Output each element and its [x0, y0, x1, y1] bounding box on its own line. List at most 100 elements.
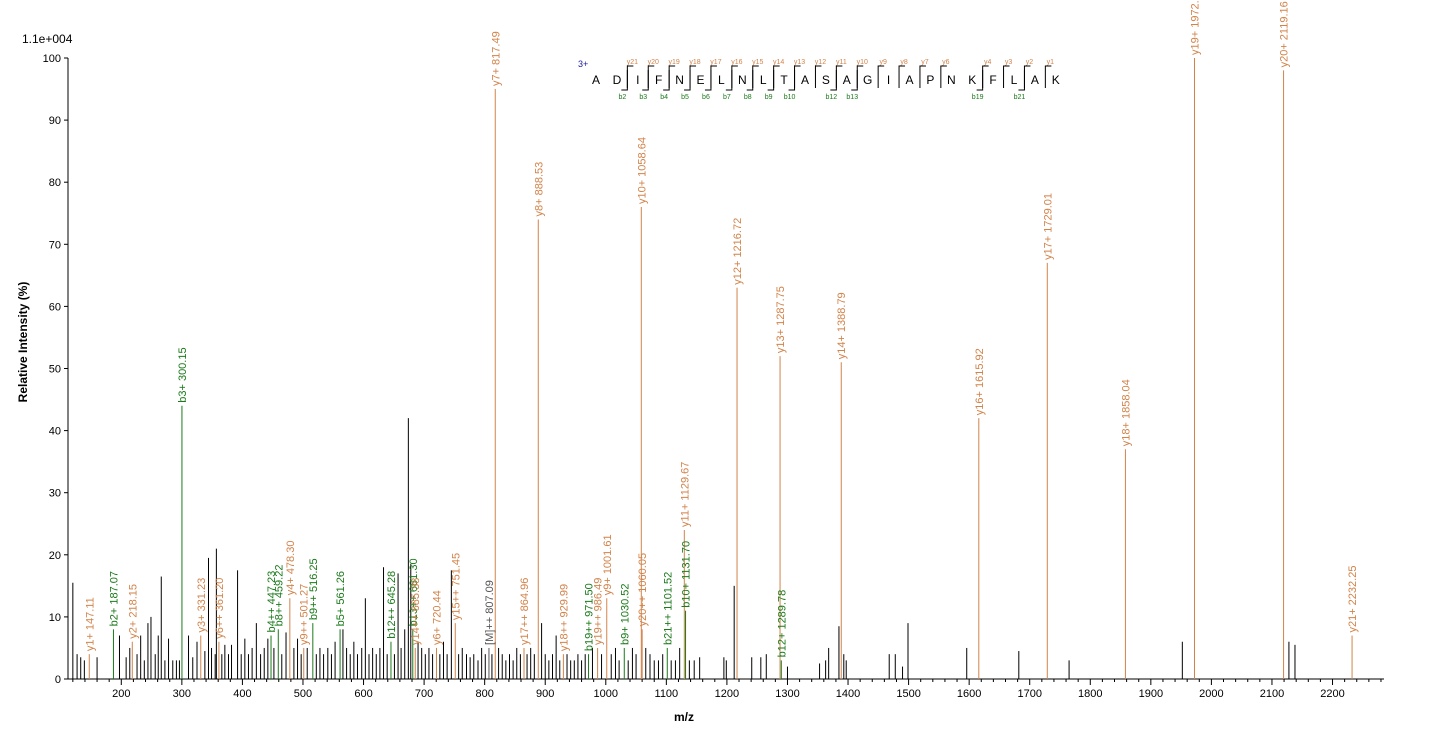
x-tick-label: 2200	[1320, 688, 1344, 700]
peak-label: y1+ 147.11	[84, 597, 96, 651]
residue: K	[968, 73, 976, 87]
y-axis-label: Relative Intensity (%)	[16, 282, 30, 403]
residue: A	[905, 73, 913, 87]
x-axis-label: m/z	[674, 710, 694, 724]
b-ion-label: b12	[826, 94, 838, 101]
b-ion-label: b13	[846, 94, 858, 101]
peak-label: y18++ 929.99	[558, 584, 570, 651]
residue: F	[989, 73, 996, 87]
x-tick-label: 1400	[836, 688, 860, 700]
residue: N	[675, 73, 684, 87]
y-ion-label: y18	[689, 59, 700, 66]
residue: L	[760, 73, 767, 87]
y-tick-label: 40	[49, 426, 61, 438]
y-ion-label: y20	[648, 59, 659, 66]
y-tick-label: 60	[49, 301, 61, 313]
y-ion-label: y16	[731, 59, 742, 66]
residue: A	[843, 73, 851, 87]
residue: L	[1011, 73, 1018, 87]
y-ion-label: y10	[857, 59, 868, 66]
x-tick-label: 1500	[896, 688, 920, 700]
x-tick-label: 1800	[1078, 688, 1102, 700]
peak-label: b2+ 187.07	[108, 571, 120, 626]
x-tick-label: 600	[354, 688, 372, 700]
scale-label: 1.1e+004	[22, 32, 73, 46]
peak-label: y6++ 361.20	[214, 578, 226, 639]
residue: G	[863, 73, 872, 87]
peak-label: y12+ 1216.72	[732, 218, 744, 285]
x-tick-label: 900	[536, 688, 554, 700]
y-ion-bracket	[752, 65, 759, 88]
b-ion-bracket	[663, 70, 670, 91]
y-ion-bracket	[647, 65, 655, 88]
x-tick-label: 200	[112, 688, 130, 700]
b-ion-label: b19	[972, 94, 984, 101]
x-tick-label: 300	[173, 688, 191, 700]
x-tick-label: 1100	[655, 688, 679, 700]
b-ion-bracket	[621, 70, 628, 91]
residue: N	[947, 73, 956, 87]
peak-label: b4++ 447.23	[266, 571, 278, 633]
b-ion-bracket	[642, 70, 649, 91]
peak-label: y2+ 218.15	[127, 584, 139, 639]
y-ion-label: y11	[836, 59, 847, 66]
peak-label: b12+ 1289.78	[776, 590, 788, 658]
y-ion-bracket	[1023, 65, 1031, 88]
peak-label: [M]++ 807.09	[484, 580, 496, 645]
b-ion-bracket	[851, 70, 858, 91]
peak-label: y17++ 864.96	[519, 578, 531, 645]
y-ion-bracket	[1003, 65, 1010, 88]
x-tick-label: 1900	[1139, 688, 1163, 700]
y-ion-bracket	[835, 65, 843, 88]
y-ion-label: y8	[900, 59, 908, 66]
residue: E	[696, 73, 704, 87]
y-ion-bracket	[982, 65, 989, 88]
y-tick-label: 80	[49, 177, 61, 189]
peak-label: y16+ 1615.92	[974, 348, 986, 415]
b-ion-bracket	[767, 70, 775, 91]
b-ion-label: b7	[723, 94, 731, 101]
b-ion-bracket	[830, 70, 837, 91]
peak-label: b9++ 516.25	[308, 558, 320, 620]
peak-label: b5+ 561.26	[335, 571, 347, 626]
y-ion-bracket	[940, 65, 947, 88]
b-ion-bracket	[725, 70, 733, 91]
residue: L	[718, 73, 725, 87]
peak-label: y4+ 478.30	[285, 541, 297, 596]
y-ion-label: y12	[815, 59, 826, 66]
peak-label: b12++ 645.28	[386, 571, 398, 639]
y-ion-bracket	[710, 65, 717, 88]
residue: S	[822, 73, 830, 87]
y-ion-label: y13	[794, 59, 805, 66]
residue: K	[1052, 73, 1060, 87]
b-ion-label: b21	[1014, 94, 1026, 101]
peak-label: b9+ 1030.52	[619, 583, 631, 644]
y-tick-label: 100	[43, 53, 61, 65]
x-tick-label: 1700	[1017, 688, 1041, 700]
peak-label: y6+ 720.44	[431, 590, 443, 645]
y-ion-label: y2	[1026, 59, 1034, 66]
b-ion-label: b9	[765, 94, 773, 101]
y-tick-label: 10	[49, 612, 61, 624]
peak-label: b13++ 681.30	[408, 558, 420, 626]
peak-label: y21+ 2232.25	[1347, 566, 1359, 633]
x-tick-label: 1000	[594, 688, 618, 700]
y-tick-label: 0	[55, 674, 61, 686]
residue: D	[613, 73, 622, 87]
peak-label: y7+ 817.49	[490, 31, 502, 86]
peak-label: y18+ 1858.04	[1120, 379, 1132, 446]
residue: F	[655, 73, 662, 87]
residue: T	[780, 73, 788, 87]
peak-label: b10+ 1131.70	[681, 541, 693, 608]
y-ion-label: y1	[1047, 59, 1055, 66]
peak-label: b19++ 971.50	[584, 583, 596, 651]
y-tick-label: 50	[49, 364, 61, 376]
y-ion-bracket	[731, 65, 738, 88]
peak-label: y17+ 1729.01	[1042, 193, 1054, 260]
y-tick-label: 90	[49, 115, 61, 127]
charge-state: 3+	[578, 59, 588, 69]
peak-label: y19+ 1972.09	[1189, 0, 1201, 55]
peak-label: y8+ 888.53	[533, 162, 545, 217]
peak-label: b21++ 1101.52	[662, 572, 674, 645]
